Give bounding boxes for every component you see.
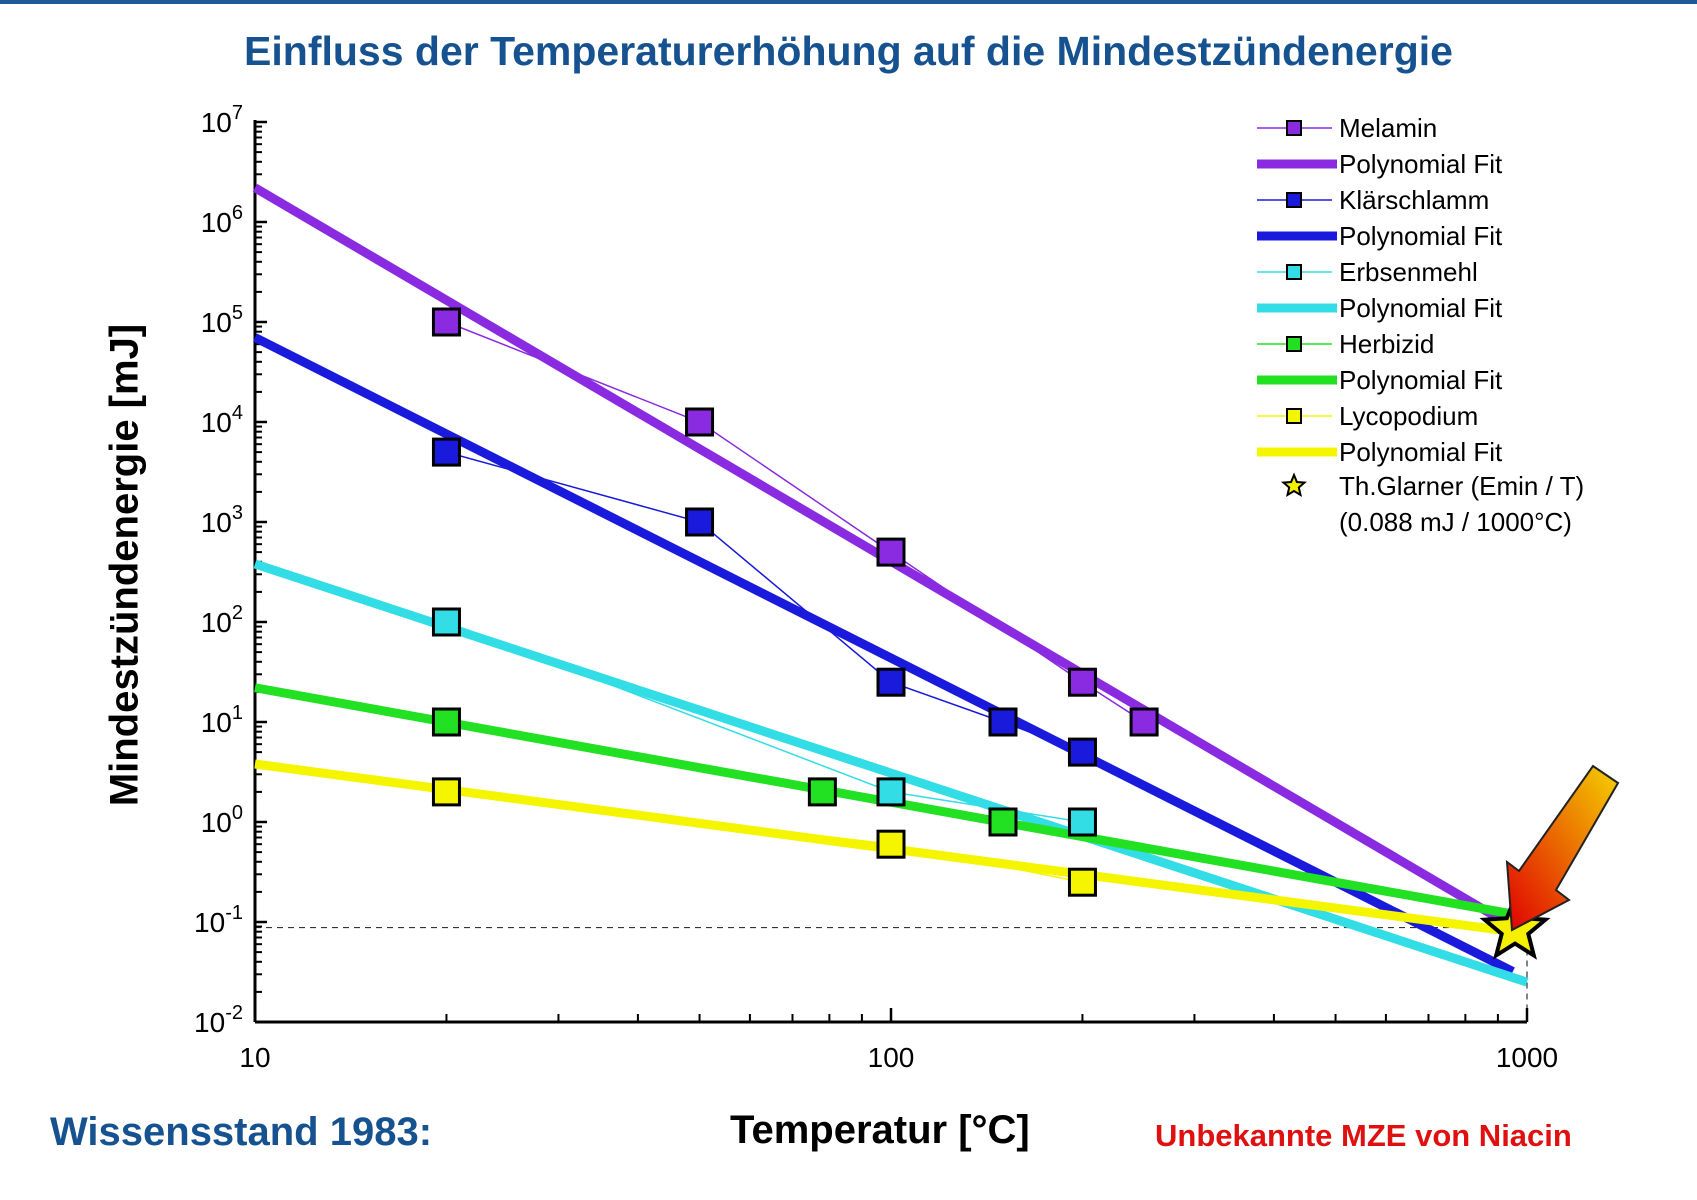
- legend-reference-label: Th.Glarner (Emin / T): [1339, 471, 1584, 501]
- footer-left-label: Wissensstand 1983:: [50, 1110, 433, 1154]
- y-tick-label-base: 10: [201, 707, 232, 738]
- legend-series-label: Erbsenmehl: [1339, 257, 1478, 287]
- x-axis-label: Temperatur [°C]: [730, 1108, 1030, 1152]
- legend-marker-1: [1286, 192, 1302, 208]
- y-tick-label-base: 10: [194, 907, 225, 938]
- y-tick-label: 101: [201, 702, 243, 738]
- legend-marker-4: [1286, 408, 1302, 424]
- y-tick-label: 107: [201, 102, 243, 138]
- footer-right-label: Unbekannte MZE von Niacin: [1155, 1118, 1572, 1153]
- legend-fit-label: Polynomial Fit: [1339, 221, 1503, 251]
- y-tick-label-base: 10: [194, 1007, 225, 1038]
- data-point-marker: [1067, 867, 1097, 897]
- y-tick-label-exponent: 6: [232, 202, 243, 224]
- data-point-marker: [988, 807, 1018, 837]
- y-tick-label-exponent: -2: [225, 1002, 243, 1024]
- y-tick-label-base: 10: [201, 107, 232, 138]
- y-tick-label-base: 10: [201, 207, 232, 238]
- data-point-marker: [876, 777, 906, 807]
- legend-marker-0: [1286, 120, 1302, 136]
- data-point-marker: [807, 777, 837, 807]
- data-point-marker: [431, 607, 461, 637]
- legend-series-label: Lycopodium: [1339, 401, 1478, 431]
- data-point-marker: [1067, 737, 1097, 767]
- y-tick-label-base: 10: [201, 807, 232, 838]
- data-point-marker: [431, 707, 461, 737]
- series-line-2: [446, 621, 1083, 823]
- y-tick-label-exponent: 2: [232, 602, 243, 624]
- y-tick-label: 103: [201, 502, 243, 538]
- fit-line-1: [252, 333, 1515, 976]
- y-tick-label: 10-1: [194, 902, 243, 938]
- legend-fit-label: Polynomial Fit: [1339, 149, 1503, 179]
- page-title: Einfluss der Temperaturerhöhung auf die …: [244, 28, 1453, 74]
- y-tick-label-exponent: 3: [232, 502, 243, 524]
- y-tick-label: 102: [201, 602, 243, 638]
- y-tick-label-exponent: 1: [232, 702, 243, 724]
- y-tick-label-exponent: 5: [232, 302, 243, 324]
- legend-reference-sub-label: (0.088 mJ / 1000°C): [1339, 507, 1572, 537]
- data-point-marker: [1067, 807, 1097, 837]
- data-point-marker: [685, 507, 715, 537]
- y-tick-label-base: 10: [201, 307, 232, 338]
- y-tick-label-base: 10: [201, 507, 232, 538]
- data-point-marker: [876, 829, 906, 859]
- data-point-marker: [1067, 667, 1097, 697]
- data-point-marker: [876, 537, 906, 567]
- legend-star-icon: [1281, 472, 1307, 497]
- legend-series-label: Melamin: [1339, 113, 1437, 143]
- legend-marker-3: [1286, 336, 1302, 352]
- x-tick-label: 1000: [1496, 1042, 1558, 1073]
- data-point-marker: [1129, 707, 1159, 737]
- data-point-marker: [685, 407, 715, 437]
- legend-series-label: Klärschlamm: [1339, 185, 1489, 215]
- legend-marker-2: [1286, 264, 1302, 280]
- x-tick-label: 100: [868, 1042, 915, 1073]
- y-tick-label: 10-2: [194, 1002, 243, 1038]
- y-tick-label-exponent: -1: [225, 902, 243, 924]
- data-point-marker: [988, 707, 1018, 737]
- data-point-marker: [431, 307, 461, 337]
- y-tick-label-exponent: 7: [232, 102, 243, 124]
- data-point-marker: [431, 437, 461, 467]
- fit-line-2: [253, 559, 1529, 987]
- top-rule: [0, 0, 1697, 4]
- data-point-marker: [876, 667, 906, 697]
- y-tick-label-base: 10: [201, 407, 232, 438]
- y-tick-label-exponent: 4: [232, 402, 243, 424]
- data-point-marker: [431, 777, 461, 807]
- x-tick-label: 10: [239, 1042, 270, 1073]
- legend-fit-label: Polynomial Fit: [1339, 437, 1503, 467]
- legend-fit-label: Polynomial Fit: [1339, 293, 1503, 323]
- highlight-arrow: [1505, 764, 1620, 932]
- y-tick-label: 106: [201, 202, 243, 238]
- y-tick-label: 105: [201, 302, 243, 338]
- y-tick-label-base: 10: [201, 607, 232, 638]
- legend-series-label: Herbizid: [1339, 329, 1434, 359]
- y-tick-label: 104: [201, 402, 243, 438]
- y-tick-label: 100: [201, 802, 243, 838]
- y-tick-label-exponent: 0: [232, 802, 243, 824]
- legend-fit-label: Polynomial Fit: [1339, 365, 1503, 395]
